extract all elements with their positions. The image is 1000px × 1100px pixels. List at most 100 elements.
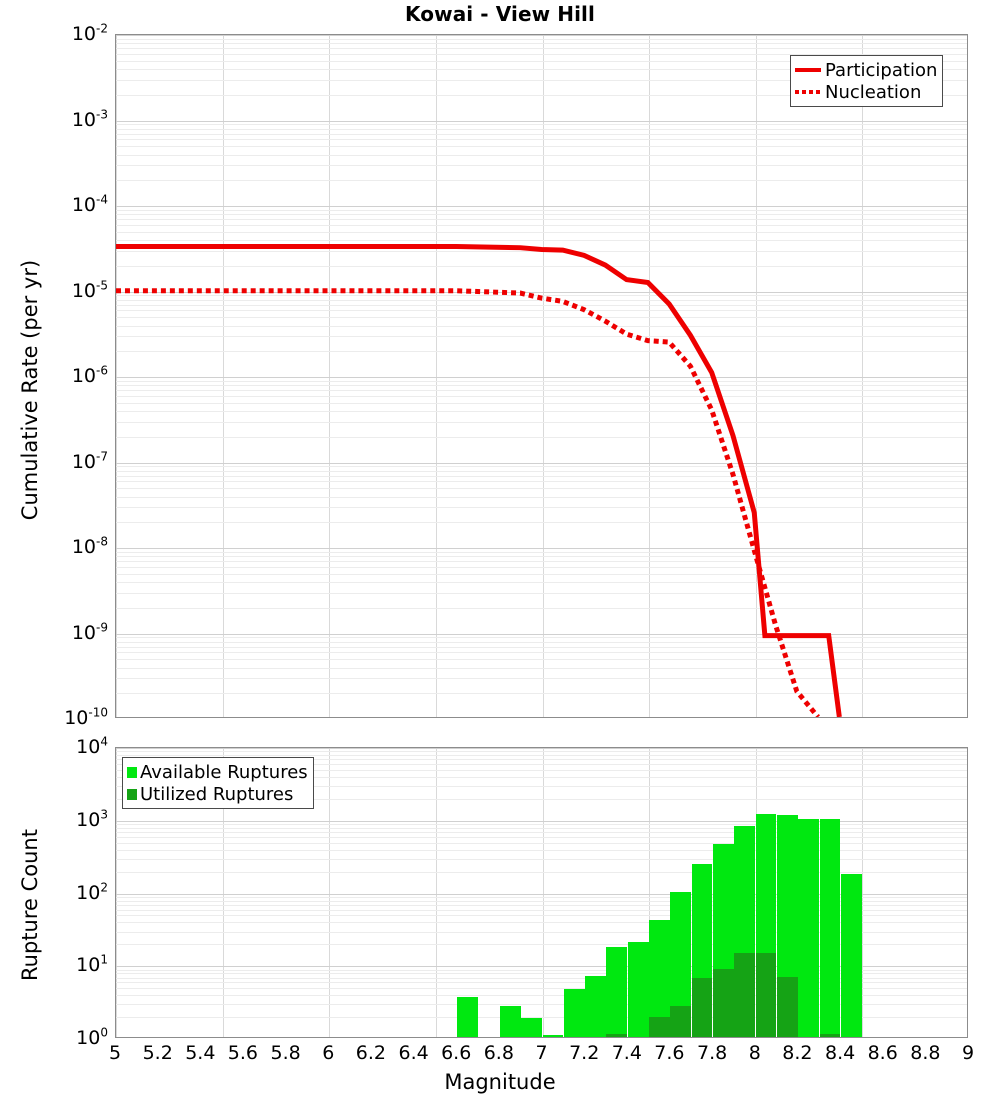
bar-available-rupture [841,873,862,1037]
gridline-horizontal-minor [116,824,967,826]
gridline-horizontal-minor [116,646,967,648]
gridline-horizontal-minor [116,652,967,654]
gridline-horizontal-minor [116,832,967,834]
x-axis-title: Magnitude [444,1070,556,1094]
gridline-horizontal-minor [116,240,967,242]
gridline-horizontal-minor [116,904,967,906]
gridline-horizontal-minor [116,842,967,844]
gridline-horizontal-minor [116,944,967,946]
gridline-vertical [755,35,757,717]
bar-available-rupture [627,942,649,1037]
gridline-horizontal-minor [116,94,967,96]
gridline-horizontal-minor [116,827,967,829]
x-tick-label: 6 [322,1042,335,1064]
legend-item-available: Available Ruptures [127,761,308,783]
gridline-horizontal-minor [116,481,967,483]
gridline-vertical [435,35,437,717]
x-tick-label: 6.2 [355,1042,386,1064]
gridline-vertical [862,748,864,1037]
bar-utilized-rupture [819,1034,841,1037]
x-tick-label: 7.2 [569,1042,600,1064]
gridline-horizontal-major [116,35,967,36]
gridline-horizontal-minor [116,659,967,661]
gridline-horizontal-minor [116,436,967,438]
page-title: Kowai - View Hill [405,2,595,26]
gridline-horizontal-minor [116,390,967,392]
gridline-horizontal-minor [116,896,967,898]
gridline-horizontal-minor [116,931,967,933]
gridline-horizontal-minor [116,693,967,695]
x-tick-label: 6.6 [441,1042,472,1064]
y-tick-label: 10-6 [71,363,108,387]
x-tick-label: 8.8 [910,1042,941,1064]
bar-utilized-rupture [755,952,777,1037]
bar-available-rupture [499,1005,521,1037]
y-tick-label: 10-8 [71,534,108,558]
gridline-horizontal-major [116,377,967,378]
y-tick-label: 10-10 [64,705,108,729]
bar-available-rupture [649,920,670,1037]
legend-item-utilized: Utilized Ruptures [127,783,308,805]
gridline-horizontal-major [116,966,967,968]
bar-utilized-rupture [649,1016,670,1037]
gridline-vertical [862,35,864,717]
gridline-horizontal-minor [116,522,967,524]
bar-available-rupture [606,947,628,1037]
x-tick-label: 5.8 [270,1042,301,1064]
x-tick-label: 9 [961,1042,975,1064]
gridline-horizontal-minor [116,592,967,594]
gridline-horizontal-minor [116,265,967,267]
gridline-horizontal-minor [116,470,967,472]
gridline-horizontal-minor [116,507,967,509]
gridline-horizontal-minor [116,60,967,62]
gridline-horizontal-minor [116,858,967,860]
gridline-horizontal-minor [116,769,967,771]
gridline-horizontal-minor [116,836,967,838]
gridline-horizontal-minor [116,977,967,979]
gridline-vertical [329,35,331,717]
bar-available-rupture [521,1018,542,1037]
gridline-horizontal-minor [116,139,967,141]
gridline-horizontal-minor [116,231,967,233]
gridline-horizontal-minor [116,411,967,413]
bar-available-rupture [819,819,841,1037]
gridline-horizontal-major [116,291,967,293]
gridline-horizontal-minor [116,128,967,130]
gridline-horizontal-minor [116,214,967,216]
gridline-vertical [222,748,224,1037]
gridline-vertical [222,35,224,717]
gridline-horizontal-minor [116,351,967,353]
bar-utilized-rupture [713,969,734,1037]
x-tick-label: 6.4 [398,1042,429,1064]
gridline-horizontal-minor [116,79,967,81]
cumulative-rate-plot-area [116,35,967,717]
gridline-horizontal-minor [116,751,967,753]
rupture-count-plot-area [116,748,967,1037]
x-tick-label: 7.6 [654,1042,685,1064]
gridline-horizontal-major [116,462,967,464]
legend-item-nucleation: Nucleation [795,81,937,103]
gridline-horizontal-minor [116,395,967,397]
gridline-horizontal-minor [116,849,967,851]
gridline-horizontal-minor [116,1004,967,1006]
x-tick-label: 5 [108,1042,122,1064]
gridline-horizontal-minor [116,561,967,563]
gridline-horizontal-minor [116,969,967,971]
y-tick-label: 104 [76,734,108,758]
legend-item-participation: Participation [795,59,937,81]
gridline-horizontal-minor [116,466,967,468]
gridline-horizontal-minor [116,915,967,917]
y-tick-label: 101 [76,952,108,977]
gridline-horizontal-major [116,893,967,895]
gridline-horizontal-minor [116,573,967,575]
gridline-horizontal-major [116,633,967,635]
utilized-swatch-icon [127,788,137,800]
gridline-horizontal-minor [116,551,967,553]
y-tick-label: 10-9 [71,620,108,644]
curve-legend: Participation Nucleation [790,55,944,107]
gridline-horizontal-major [116,120,967,122]
gridline-horizontal-minor [116,667,967,669]
gridline-horizontal-minor [116,786,967,788]
bar-utilized-rupture [606,1034,628,1037]
gridline-horizontal-minor [116,43,967,45]
